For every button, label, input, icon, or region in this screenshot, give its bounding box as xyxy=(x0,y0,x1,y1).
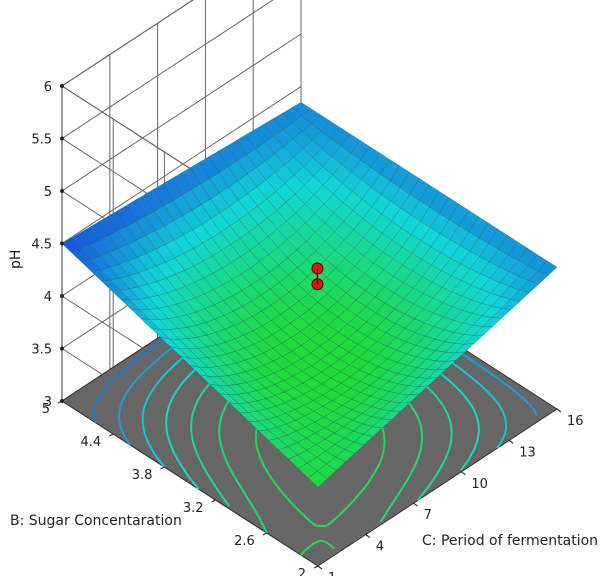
z-tick-label: 6 xyxy=(44,80,52,95)
y-tick-mark xyxy=(313,565,319,569)
x-tick-label: 7 xyxy=(424,508,432,523)
response-surface xyxy=(61,102,558,488)
z-tick-label: 3.5 xyxy=(31,343,52,358)
z-tick-label: 5.5 xyxy=(31,133,52,148)
y-tick-label: 5 xyxy=(42,402,50,417)
x-tick-label: 16 xyxy=(567,414,584,429)
x-tick-label: 1 xyxy=(328,571,336,576)
y-tick-mark xyxy=(262,532,268,536)
z-tick-mark xyxy=(60,136,64,141)
x-axis-title: C: Period of fermentation xyxy=(422,533,598,549)
z-tick-label: 3 xyxy=(44,395,52,410)
z-tick-label: 4 xyxy=(44,290,52,305)
y-tick-mark xyxy=(211,499,216,503)
z-tick-mark xyxy=(60,189,64,193)
x-tick-mark xyxy=(413,502,418,507)
y-tick-mark xyxy=(160,466,165,470)
y-tick-mark xyxy=(108,433,114,437)
design-points xyxy=(311,262,324,291)
y-tick-mark xyxy=(57,400,63,404)
y-tick-label: 3.8 xyxy=(132,468,153,483)
z-tick-mark xyxy=(60,241,64,246)
surface-cell xyxy=(537,260,558,276)
z-tick-label: 4.5 xyxy=(31,238,52,253)
x-tick-label: 10 xyxy=(471,477,488,492)
y-tick-label: 4.4 xyxy=(81,435,102,450)
x-tick-mark xyxy=(508,439,514,444)
x-tick-mark xyxy=(317,565,323,570)
y-axis-title: B: Sugar Concentaration xyxy=(10,513,182,529)
z-tick-mark xyxy=(60,294,64,298)
z-tick-mark xyxy=(60,346,64,351)
x-tick-label: 4 xyxy=(376,540,384,555)
y-tick-label: 2.6 xyxy=(234,534,255,549)
y-tick-label: 2 xyxy=(298,567,306,576)
x-tick-mark xyxy=(556,408,562,413)
z-tick-label: 5 xyxy=(44,185,52,200)
x-tick-label: 13 xyxy=(519,445,536,460)
z-tick-mark xyxy=(60,84,64,88)
z-axis-title: pH xyxy=(8,250,24,269)
axes: 3 3.5 4 4.5 5 5.5 6 2 2.6 3.2 3.8 4.4 5 1 4 7 10 13 16 xyxy=(31,80,583,576)
x-tick-mark xyxy=(461,471,466,476)
x-tick-mark xyxy=(365,534,371,539)
y-tick-label: 3.2 xyxy=(183,501,204,516)
